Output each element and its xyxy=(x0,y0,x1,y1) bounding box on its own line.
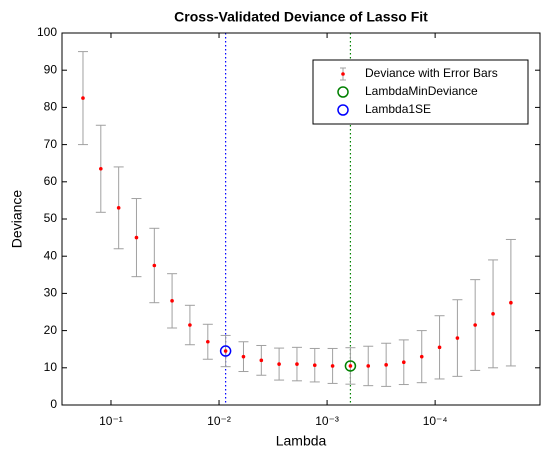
y-tick-label: 60 xyxy=(44,174,58,188)
y-tick-label: 90 xyxy=(44,62,58,76)
y-tick-label: 70 xyxy=(44,137,58,151)
data-point xyxy=(134,235,139,240)
y-tick-label: 0 xyxy=(50,397,57,411)
data-point xyxy=(241,354,246,359)
chart-title: Cross-Validated Deviance of Lasso Fit xyxy=(174,9,428,25)
x-tick-label: 10⁻⁴ xyxy=(423,414,448,428)
data-point xyxy=(116,206,121,210)
data-point xyxy=(152,263,157,268)
legend-marker xyxy=(341,72,345,76)
legend-marker xyxy=(337,86,349,98)
y-tick-label: 80 xyxy=(44,100,58,114)
data-point xyxy=(384,363,388,367)
y-tick-label: 50 xyxy=(44,211,58,225)
data-point xyxy=(437,345,442,350)
data-point xyxy=(509,300,513,305)
data-point xyxy=(295,362,299,366)
data-point xyxy=(455,336,460,340)
data-point xyxy=(206,339,210,344)
data-point xyxy=(312,363,317,367)
y-tick-label: 40 xyxy=(44,248,58,262)
legend-label: Lambda1SE xyxy=(365,102,431,116)
data-point xyxy=(330,364,335,368)
highlight-marker xyxy=(344,360,357,372)
legend-label: Deviance with Error Bars xyxy=(365,66,498,80)
data-point xyxy=(473,323,477,327)
x-tick-label: 10⁻¹ xyxy=(99,414,123,428)
data-point xyxy=(188,323,192,327)
x-tick-label: 10⁻³ xyxy=(315,414,339,428)
data-point xyxy=(99,166,103,171)
data-point xyxy=(401,360,406,365)
data-point xyxy=(81,96,85,100)
y-tick-label: 10 xyxy=(44,360,58,374)
data-point xyxy=(366,364,371,368)
data-point xyxy=(223,349,228,353)
data-point xyxy=(277,362,281,366)
highlight-marker xyxy=(219,345,232,357)
data-point xyxy=(170,299,174,303)
legend-label: LambdaMinDeviance xyxy=(365,84,478,98)
x-tick-label: 10⁻² xyxy=(207,414,231,428)
legend-box xyxy=(312,59,529,125)
data-point xyxy=(491,312,495,316)
y-tick-label: 30 xyxy=(44,286,58,300)
data-point xyxy=(259,358,264,363)
data-point xyxy=(348,364,353,368)
axes-box xyxy=(61,32,541,406)
y-tick-label: 20 xyxy=(44,323,58,337)
y-axis-label: Deviance xyxy=(9,190,25,249)
x-axis-label: Lambda xyxy=(276,433,327,449)
data-point xyxy=(419,354,424,359)
legend-marker xyxy=(337,104,349,116)
y-tick-label: 100 xyxy=(37,25,57,39)
